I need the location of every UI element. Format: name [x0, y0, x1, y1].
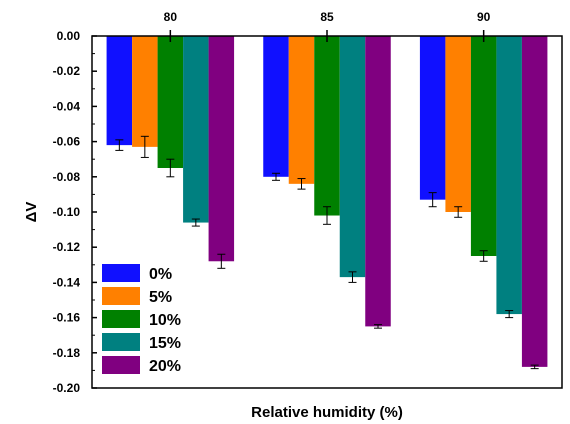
- bar: [263, 36, 289, 177]
- legend-swatch: [102, 310, 140, 328]
- error-bars-layer: [115, 135, 539, 370]
- legend-swatch: [102, 287, 140, 305]
- legend-label: 0%: [149, 266, 172, 283]
- legend-swatch: [102, 333, 140, 351]
- y-tick-label: -0.08: [53, 170, 81, 184]
- bar: [521, 36, 548, 367]
- x-tick-label: 90: [477, 10, 491, 24]
- axes-layer: 80 85 90 0.00 -0.02 -0.04 -0.06 -0.08 -0.10 -0.12…: [53, 10, 491, 395]
- y-axis-title: ΔV: [23, 202, 40, 223]
- y-tick-label: 0.00: [57, 29, 81, 43]
- legend-label: 10%: [149, 312, 181, 329]
- bar: [208, 36, 235, 262]
- bar: [106, 36, 133, 146]
- bar: [445, 36, 471, 212]
- legend-label: 5%: [149, 289, 172, 306]
- bars-layer: [106, 36, 548, 367]
- bar: [183, 36, 209, 223]
- x-axis-title: Relative humidity (%): [251, 404, 403, 421]
- bar: [132, 36, 158, 147]
- legend-label: 15%: [149, 335, 181, 352]
- bar: [339, 36, 366, 278]
- bar: [470, 36, 497, 256]
- y-tick-label: -0.18: [53, 346, 81, 360]
- y-tick-label: -0.12: [53, 240, 81, 254]
- y-tick-label: -0.04: [53, 99, 81, 113]
- y-tick-label: -0.10: [53, 205, 81, 219]
- y-tick-label: -0.02: [53, 64, 81, 78]
- bar: [365, 36, 391, 327]
- bar: [419, 36, 446, 200]
- y-tick-label: -0.16: [53, 311, 81, 325]
- x-tick-label: 85: [320, 10, 334, 24]
- legend-label: 20%: [149, 358, 181, 375]
- bar: [314, 36, 340, 216]
- y-tick-label: -0.20: [53, 381, 81, 395]
- legend: 0% 5% 10% 15% 20%: [102, 264, 181, 375]
- bar: [157, 36, 184, 168]
- bar: [496, 36, 522, 315]
- x-tick-label: 80: [164, 10, 178, 24]
- y-tick-label: -0.06: [53, 135, 81, 149]
- y-tick-label: -0.14: [53, 275, 81, 289]
- legend-swatch: [102, 264, 140, 282]
- bar: [288, 36, 315, 184]
- legend-swatch: [102, 356, 140, 374]
